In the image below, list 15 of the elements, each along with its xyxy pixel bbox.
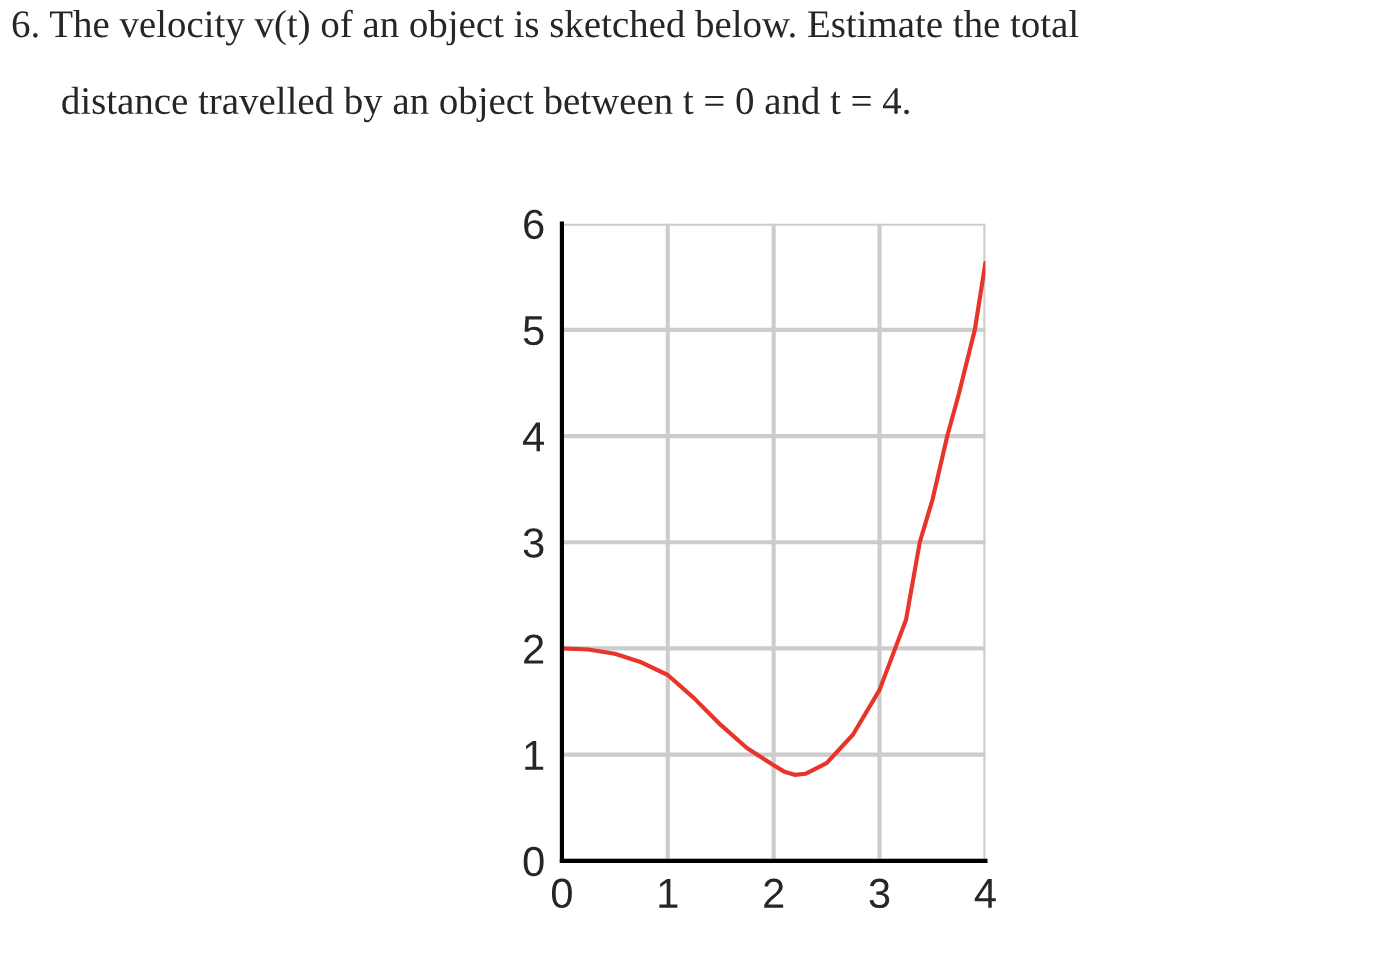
y-tick-label: 2 xyxy=(524,634,544,664)
x-tick-label: 2 xyxy=(764,878,784,908)
chart-subtitle: distance travelled by an object between t = 0 and t = 4. xyxy=(62,86,909,123)
line-series xyxy=(561,260,986,777)
y-tick-label: 0 xyxy=(523,846,544,877)
y-tick-label: 5 xyxy=(523,316,544,346)
x-tick-label: 3 xyxy=(869,878,890,909)
y-tick-label: 3 xyxy=(523,528,544,558)
y-tick-label: 1 xyxy=(525,741,544,770)
x-tick-label: 0 xyxy=(551,878,572,909)
y-tick-label: 6 xyxy=(524,209,544,240)
y-tick-label: 4 xyxy=(523,422,545,452)
x-tick-label: 1 xyxy=(659,879,678,908)
x-tick-label: 4 xyxy=(974,879,996,908)
chart-title: 6. The velocity v(t) of an object is sketched below. Estimate the total xyxy=(12,9,1079,46)
